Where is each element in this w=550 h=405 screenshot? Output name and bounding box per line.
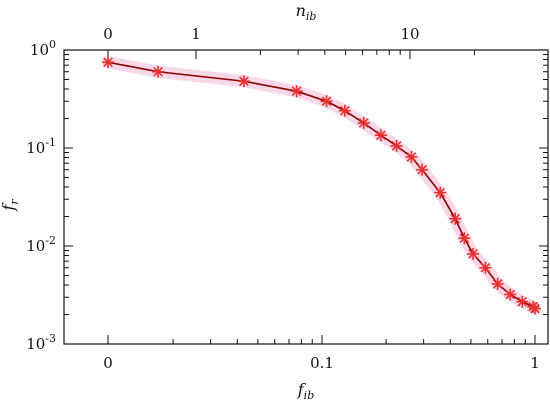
data-point xyxy=(405,150,418,163)
data-point-stroke xyxy=(153,66,163,77)
data-point xyxy=(338,104,351,117)
data-point xyxy=(416,163,429,176)
data-point xyxy=(434,186,447,199)
data-point xyxy=(357,116,370,129)
data-point-stroke xyxy=(435,187,446,198)
data-point xyxy=(320,95,333,108)
data-point-stroke xyxy=(450,213,461,224)
x-tick-label: 0.1 xyxy=(310,354,334,372)
top-tick-label: 1 xyxy=(191,25,201,43)
data-point-stroke xyxy=(406,152,417,162)
data-point-stroke xyxy=(530,303,540,314)
data-point-stroke xyxy=(239,76,249,87)
data-point-stroke xyxy=(492,279,503,289)
x-tick-label: 0 xyxy=(103,354,113,372)
x-axis-title: fib xyxy=(297,380,314,402)
axis-titles: fib nib fr xyxy=(0,1,316,402)
data-point-stroke xyxy=(376,130,386,141)
data-point xyxy=(102,56,114,69)
data-point-stroke xyxy=(505,289,516,300)
axes xyxy=(63,49,549,345)
data-point xyxy=(467,247,480,260)
plot-frame xyxy=(63,49,549,345)
series-line xyxy=(107,61,536,310)
data-point-stroke xyxy=(291,86,302,97)
y-tick-label: 100 xyxy=(30,38,56,59)
y-axis-title: fr xyxy=(0,199,21,212)
series xyxy=(102,56,541,315)
data-point xyxy=(152,65,165,78)
data-point-stroke xyxy=(517,296,528,307)
data-point xyxy=(374,129,387,142)
top-axis-title: nib xyxy=(296,1,317,23)
data-point xyxy=(529,302,541,315)
data-point xyxy=(458,232,471,245)
data-point-stroke xyxy=(468,249,478,259)
top-tick-label: 10 xyxy=(400,25,419,43)
data-point xyxy=(491,277,504,290)
ticks xyxy=(64,49,548,345)
data-point xyxy=(449,212,462,225)
data-point xyxy=(516,295,529,308)
data-point-stroke xyxy=(321,96,332,107)
y-tick-label: 10-3 xyxy=(26,332,56,353)
data-point-stroke xyxy=(339,105,350,116)
data-point xyxy=(237,75,250,88)
data-point xyxy=(479,261,492,274)
data-point-stroke xyxy=(480,262,491,273)
y-tick-label: 10-2 xyxy=(26,234,56,255)
top-tick-label: 0 xyxy=(103,25,113,43)
data-point xyxy=(290,85,303,98)
data-point-stroke xyxy=(459,233,470,244)
data-point xyxy=(390,139,403,152)
data-point-stroke xyxy=(103,57,113,68)
data-point xyxy=(504,288,517,301)
y-tick-label: 10-1 xyxy=(26,136,56,157)
x-tick-label: 1 xyxy=(530,354,540,372)
data-point-stroke xyxy=(358,118,369,128)
data-point-stroke xyxy=(391,141,402,151)
data-point-stroke xyxy=(417,164,427,175)
